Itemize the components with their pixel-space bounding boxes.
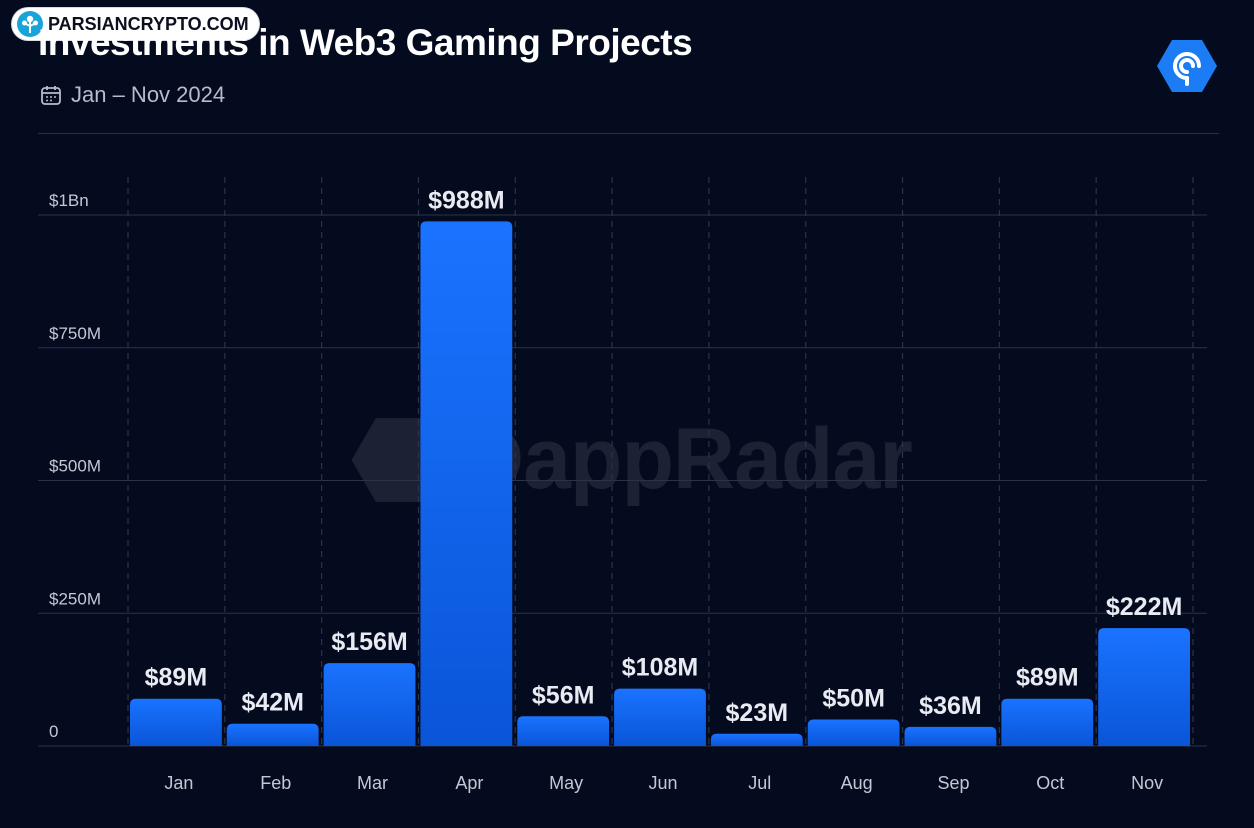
site-badge[interactable]: PARSIANCRYPTO.COM [12,8,259,40]
header-divider [38,133,1219,134]
date-range: Jan – Nov 2024 [40,82,225,108]
x-tick-label: Apr [455,773,483,793]
data-label: $42M [241,689,304,717]
bar-apr [420,221,513,746]
data-label: $988M [428,186,504,214]
bar-mar [323,663,416,746]
bar-oct [1001,698,1094,746]
x-tick-label: Aug [841,773,873,793]
bars-layer [130,221,1190,746]
labels-layer: 0 $250M $500M $750M $1Bn $89M Jan $42M Feb $156M M… [49,186,1182,793]
x-tick-label: May [549,773,583,793]
dappradar-logo-icon [1157,40,1217,92]
tree-logo-icon [17,11,43,37]
bar-jan [130,698,222,746]
x-tick-label: Sep [937,773,969,793]
x-tick-label: Feb [260,773,291,793]
y-tick-label: $1Bn [49,191,89,210]
data-label: $23M [726,699,789,727]
y-tick-label: 0 [49,722,58,741]
x-tick-label: Jun [648,773,677,793]
data-label: $156M [331,628,407,656]
x-tick-label: Mar [357,773,388,793]
data-label: $89M [1016,664,1079,692]
y-tick-label: $250M [49,589,101,608]
data-label: $222M [1106,593,1182,621]
x-tick-label: Jul [748,773,771,793]
bar-sep [904,726,997,746]
date-range-text: Jan – Nov 2024 [71,82,226,107]
data-label: $50M [822,684,885,712]
site-badge-text: PARSIANCRYPTO.COM [48,13,249,34]
data-label: $108M [622,654,698,682]
bar-nov [1098,628,1190,746]
y-tick-label: $500M [49,457,101,476]
bar-aug [807,719,900,746]
y-tick-label: $750M [49,324,101,343]
data-label: $36M [919,692,982,720]
x-tick-label: Jan [164,773,193,793]
data-label: $89M [145,664,208,692]
bar-feb [226,723,319,746]
x-tick-label: Nov [1131,773,1163,793]
chart-title: Investments in Web3 Gaming Projects [38,22,693,63]
watermark-text: DappRadar [462,411,913,507]
calendar-icon [41,86,61,105]
data-label: $56M [532,681,595,709]
bar-jun [614,688,706,746]
bar-jul [710,733,803,746]
bar-may [517,716,610,746]
x-tick-label: Oct [1036,773,1064,793]
